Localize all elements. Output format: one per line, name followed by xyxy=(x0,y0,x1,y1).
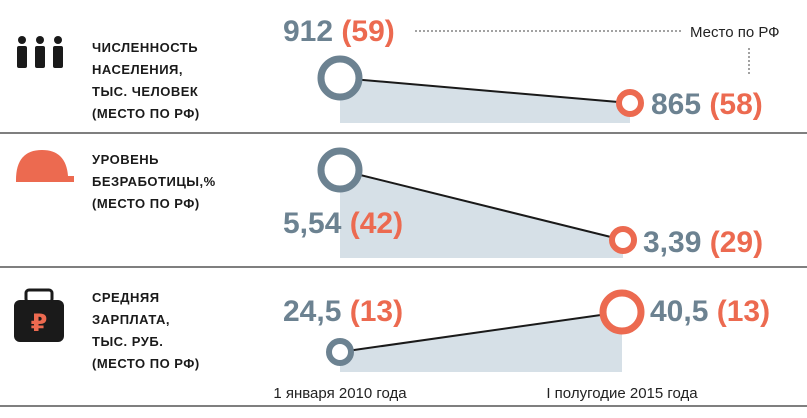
end-value: 3,39 (29) xyxy=(643,226,763,259)
end-circle xyxy=(609,226,637,254)
svg-text:₽: ₽ xyxy=(31,310,48,337)
start-circle xyxy=(326,338,354,366)
end-value: 865 (58) xyxy=(651,88,763,121)
slope-line xyxy=(339,77,631,104)
start-value: 24,5 (13) xyxy=(283,295,403,328)
end-circle xyxy=(599,289,645,335)
slope-line xyxy=(339,169,624,241)
area xyxy=(340,78,630,123)
start-value: 5,54 (42) xyxy=(283,207,403,240)
wallet-icon: ₽ xyxy=(14,288,64,342)
row-label: ЧИСЛЕННОСТЬ НАСЕЛЕНИЯ, ТЫС. ЧЕЛОВЕК (МЕСТО … xyxy=(92,40,200,121)
helmet-icon xyxy=(16,150,74,182)
annotation: Место по РФ xyxy=(690,24,780,41)
x-label: 1 января 2010 года xyxy=(273,385,407,402)
row-label: УРОВЕНЬ БЕЗРАБОТИЦЫ,% (МЕСТО ПО РФ) xyxy=(92,152,216,211)
start-circle xyxy=(317,55,363,101)
x-label: I полугодие 2015 года xyxy=(546,385,698,402)
start-value: 912 (59) xyxy=(283,15,395,48)
end-circle xyxy=(616,89,644,117)
start-circle xyxy=(317,147,363,193)
area xyxy=(340,312,622,372)
end-value: 40,5 (13) xyxy=(650,295,770,328)
people-icon xyxy=(17,36,63,68)
row-label: СРЕДНЯЯ ЗАРПЛАТА, ТЫС. РУБ. (МЕСТО ПО РФ) xyxy=(92,290,200,371)
area xyxy=(340,170,623,258)
slope-line xyxy=(339,311,623,353)
